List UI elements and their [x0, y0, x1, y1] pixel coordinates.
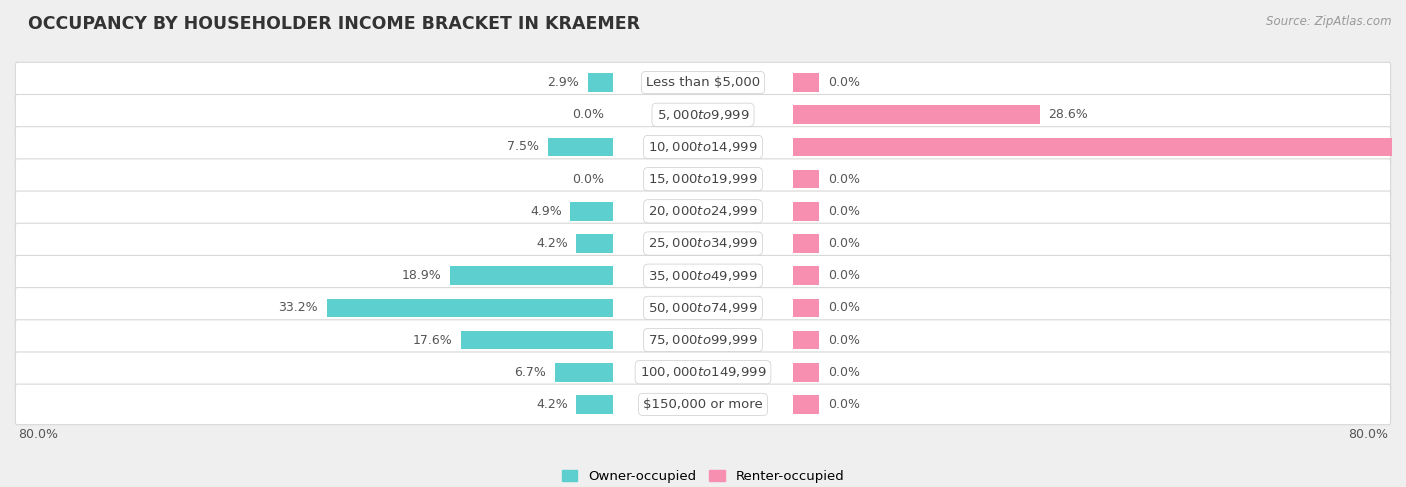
Bar [576, 395, 613, 414]
Text: 0.0%: 0.0% [828, 334, 860, 347]
Bar [793, 363, 820, 382]
FancyBboxPatch shape [15, 159, 1391, 199]
Bar [793, 138, 1406, 156]
Text: 0.0%: 0.0% [572, 172, 605, 186]
Text: $15,000 to $19,999: $15,000 to $19,999 [648, 172, 758, 186]
Text: 28.6%: 28.6% [1049, 108, 1088, 121]
Bar [793, 73, 820, 92]
Bar [793, 202, 820, 221]
Text: 80.0%: 80.0% [1347, 428, 1388, 441]
Text: 0.0%: 0.0% [828, 366, 860, 379]
Bar [793, 331, 820, 349]
Text: 17.6%: 17.6% [412, 334, 453, 347]
FancyBboxPatch shape [15, 384, 1391, 425]
Text: 7.5%: 7.5% [508, 140, 540, 153]
Text: $20,000 to $24,999: $20,000 to $24,999 [648, 205, 758, 218]
Bar [588, 73, 613, 92]
Bar [793, 170, 820, 188]
Text: 0.0%: 0.0% [828, 76, 860, 89]
Bar [793, 105, 1039, 124]
FancyBboxPatch shape [15, 127, 1391, 167]
Bar [793, 234, 820, 253]
Text: $35,000 to $49,999: $35,000 to $49,999 [648, 269, 758, 282]
Text: 0.0%: 0.0% [828, 172, 860, 186]
Bar [793, 266, 820, 285]
Text: 2.9%: 2.9% [547, 76, 579, 89]
Bar [326, 299, 613, 317]
FancyBboxPatch shape [15, 288, 1391, 328]
FancyBboxPatch shape [15, 320, 1391, 360]
FancyBboxPatch shape [15, 255, 1391, 296]
Bar [793, 299, 820, 317]
Text: 80.0%: 80.0% [18, 428, 59, 441]
Text: $75,000 to $99,999: $75,000 to $99,999 [648, 333, 758, 347]
Text: $150,000 or more: $150,000 or more [643, 398, 763, 411]
Text: 0.0%: 0.0% [828, 301, 860, 315]
Text: 33.2%: 33.2% [278, 301, 318, 315]
Bar [450, 266, 613, 285]
FancyBboxPatch shape [15, 223, 1391, 264]
Text: 0.0%: 0.0% [828, 398, 860, 411]
Text: Less than $5,000: Less than $5,000 [645, 76, 761, 89]
Text: 4.9%: 4.9% [530, 205, 562, 218]
FancyBboxPatch shape [15, 94, 1391, 135]
Bar [793, 395, 820, 414]
Text: 0.0%: 0.0% [572, 108, 605, 121]
Text: $100,000 to $149,999: $100,000 to $149,999 [640, 365, 766, 379]
Bar [576, 234, 613, 253]
Text: 4.2%: 4.2% [536, 237, 568, 250]
FancyBboxPatch shape [15, 191, 1391, 232]
Text: 0.0%: 0.0% [828, 237, 860, 250]
Bar [461, 331, 613, 349]
Text: 0.0%: 0.0% [828, 205, 860, 218]
Text: Source: ZipAtlas.com: Source: ZipAtlas.com [1267, 15, 1392, 28]
Text: 0.0%: 0.0% [828, 269, 860, 282]
Text: $10,000 to $14,999: $10,000 to $14,999 [648, 140, 758, 154]
Text: 4.2%: 4.2% [536, 398, 568, 411]
Text: $5,000 to $9,999: $5,000 to $9,999 [657, 108, 749, 122]
Bar [555, 363, 613, 382]
Text: $50,000 to $74,999: $50,000 to $74,999 [648, 301, 758, 315]
Bar [571, 202, 613, 221]
Text: OCCUPANCY BY HOUSEHOLDER INCOME BRACKET IN KRAEMER: OCCUPANCY BY HOUSEHOLDER INCOME BRACKET … [28, 15, 640, 33]
FancyBboxPatch shape [15, 62, 1391, 103]
Legend: Owner-occupied, Renter-occupied: Owner-occupied, Renter-occupied [557, 465, 849, 487]
Text: 18.9%: 18.9% [402, 269, 441, 282]
Bar [548, 138, 613, 156]
FancyBboxPatch shape [15, 352, 1391, 393]
Text: 6.7%: 6.7% [515, 366, 547, 379]
Text: $25,000 to $34,999: $25,000 to $34,999 [648, 237, 758, 250]
